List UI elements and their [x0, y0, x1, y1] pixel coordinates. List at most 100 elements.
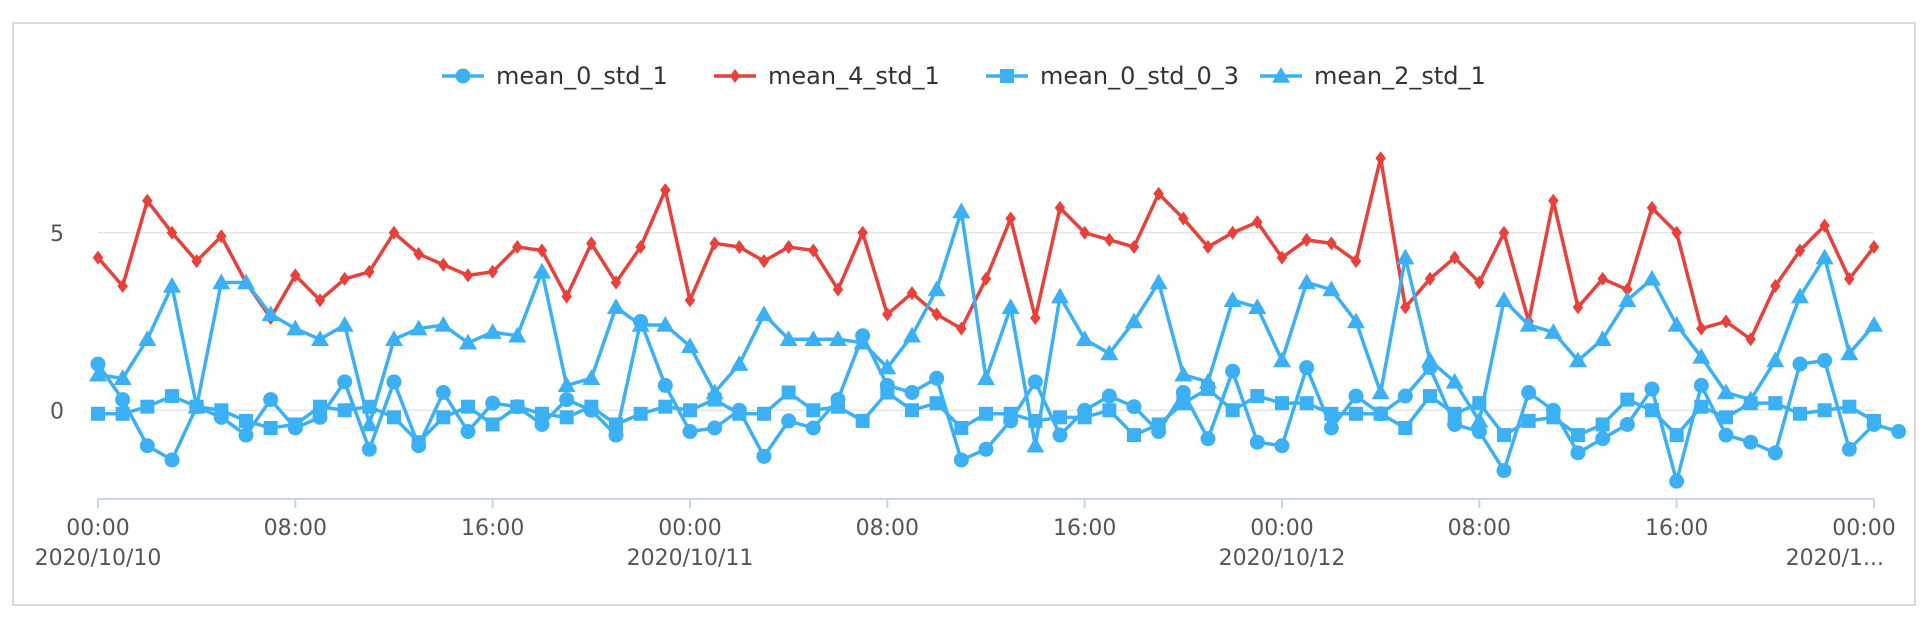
legend[interactable]: mean_0_std_1 mean_4_std_1 mean_0_std_0_3 me…	[442, 62, 1486, 90]
data-point	[684, 293, 696, 308]
data-point	[1051, 287, 1069, 304]
data-point	[1223, 291, 1242, 307]
data-point	[335, 316, 354, 332]
data-point	[1819, 218, 1830, 233]
data-point	[1252, 215, 1263, 230]
data-point	[288, 417, 303, 432]
data-point	[263, 392, 279, 408]
data-point	[483, 323, 502, 339]
data-point	[409, 319, 428, 336]
data-point	[804, 330, 823, 346]
data-point	[1449, 250, 1460, 265]
data-point	[1030, 310, 1041, 325]
data-point	[1693, 377, 1709, 393]
chart-frame: 0 5 00:00 2020/10/10 08:00 16:00 00:00 2020/10/…	[12, 22, 1916, 606]
data-point	[929, 396, 944, 411]
data-point	[853, 333, 872, 350]
data-point	[1667, 316, 1686, 332]
data-point	[1052, 427, 1068, 443]
data-point	[1770, 279, 1781, 293]
data-point	[758, 254, 770, 269]
data-point	[709, 236, 720, 251]
data-point	[311, 330, 329, 346]
data-point	[805, 420, 821, 436]
data-point	[1079, 225, 1090, 240]
y-tick-label: 5	[50, 222, 64, 247]
data-point	[1497, 428, 1511, 443]
legend-item-mean_0_std_1[interactable]: mean_0_std_1	[442, 62, 668, 90]
data-point	[1347, 312, 1365, 329]
legend-item-mean_0_std_0_3[interactable]: mean_0_std_0_3	[986, 62, 1239, 90]
data-point	[461, 399, 475, 414]
data-point	[1350, 254, 1362, 269]
data-point	[1815, 248, 1834, 265]
data-point	[757, 406, 771, 421]
data-point	[559, 392, 575, 408]
data-point	[779, 330, 798, 346]
data-point	[1375, 151, 1386, 166]
data-point	[535, 406, 549, 421]
legend-item-mean_2_std_1[interactable]: mean_2_std_1	[1260, 62, 1486, 90]
data-point	[138, 330, 157, 346]
data-point	[905, 403, 919, 418]
x-tick-date-label: 2020/10/11	[627, 546, 754, 571]
data-point	[1619, 416, 1635, 432]
data-point	[337, 403, 352, 418]
data-point	[633, 406, 648, 421]
data-point	[658, 399, 673, 414]
data-point	[978, 441, 994, 457]
legend-marker-circle-icon	[455, 68, 471, 84]
data-point	[657, 377, 673, 393]
data-point	[1127, 428, 1141, 443]
legend-marker-triangle-icon	[1272, 67, 1290, 83]
data-point	[1126, 399, 1142, 415]
data-point	[216, 229, 227, 244]
y-tick-label: 0	[50, 399, 64, 424]
data-point	[462, 268, 474, 283]
data-point	[857, 225, 868, 240]
data-point	[166, 225, 178, 240]
data-point	[1646, 200, 1658, 215]
data-point	[806, 403, 821, 418]
data-point	[187, 397, 206, 414]
data-point	[239, 413, 253, 428]
data-point	[705, 383, 724, 400]
data-point	[1174, 365, 1193, 382]
data-point	[1745, 332, 1756, 347]
data-point	[1149, 273, 1168, 290]
data-point	[142, 193, 153, 208]
data-point	[1643, 269, 1661, 286]
data-point	[582, 369, 601, 386]
data-point	[660, 183, 671, 198]
legend-item-mean_4_std_1[interactable]: mean_4_std_1	[714, 62, 940, 90]
data-point	[1275, 396, 1289, 411]
data-point	[313, 399, 327, 414]
data-point	[829, 330, 847, 346]
data-point	[1054, 200, 1066, 215]
data-point	[1519, 316, 1538, 332]
data-point	[584, 399, 599, 414]
data-point	[1005, 211, 1016, 226]
data-point	[438, 257, 449, 272]
data-point	[1471, 424, 1487, 440]
data-point	[980, 271, 992, 286]
legend-marker-square-icon	[1000, 69, 1014, 83]
data-point	[1817, 403, 1832, 418]
data-point	[1792, 356, 1808, 372]
data-point	[1371, 383, 1390, 400]
data-point	[1867, 413, 1881, 428]
data-point	[781, 385, 796, 400]
data-point	[1720, 314, 1732, 329]
data-point	[1868, 239, 1880, 254]
data-point	[286, 319, 305, 336]
data-point	[1741, 390, 1760, 407]
data-point	[1225, 403, 1240, 418]
legend-label: mean_4_std_1	[768, 62, 940, 90]
data-point	[361, 441, 377, 457]
data-point	[903, 326, 921, 343]
legend-marker-diamond-icon	[729, 69, 741, 83]
data-point	[1470, 411, 1489, 428]
x-tick-date-label: 2020/10/10	[35, 546, 162, 571]
data-point	[214, 403, 229, 418]
data-point	[1373, 406, 1388, 421]
